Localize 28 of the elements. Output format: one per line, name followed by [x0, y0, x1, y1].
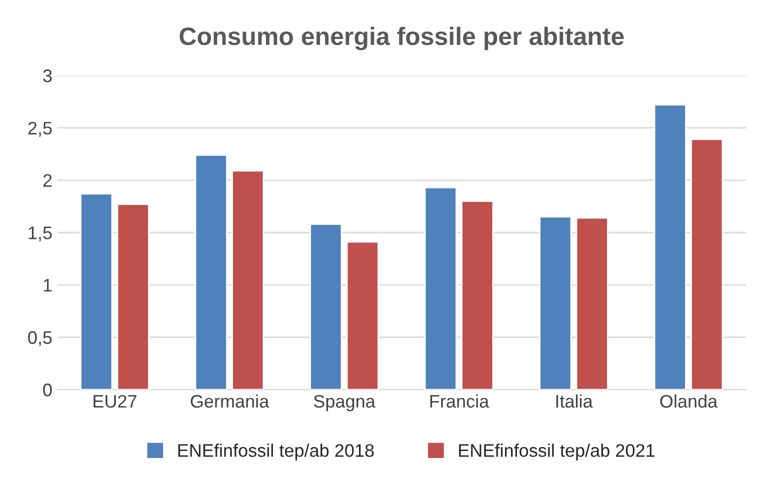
bar [576, 217, 608, 390]
x-tick-label: Germania [190, 394, 270, 408]
bar [424, 186, 457, 390]
x-tick-label: Francia [430, 394, 490, 408]
x-tick-label: Spagna [314, 394, 376, 412]
y-tick-label: 1 [44, 279, 52, 292]
bar [194, 154, 228, 390]
legend-label: ENEfinfossil tep/ab 2018 [178, 444, 374, 460]
chart-title: Consumo energia fossile per abitante [180, 26, 624, 50]
y-tick-label: 3 [43, 69, 52, 82]
bar [80, 193, 113, 390]
bar [232, 170, 264, 390]
x-tick-label: Olanda [660, 394, 718, 408]
y-tick-label: 2 [43, 174, 52, 187]
y-tick-label: 0 [43, 384, 52, 396]
legend-label: ENEfinfossil tep/ab 2021 [459, 444, 654, 460]
bar [690, 138, 724, 390]
y-tick-label: 1,5 [28, 226, 52, 242]
bar [539, 216, 572, 390]
x-tick-label: EU27 [94, 394, 136, 408]
x-tick-label: Italia [556, 394, 593, 408]
bar [654, 104, 686, 390]
bar [346, 241, 379, 390]
y-tick-label: 0,5 [28, 331, 52, 346]
bar [461, 200, 494, 390]
bar [116, 204, 150, 390]
y-tick-label: 2,5 [28, 122, 52, 137]
bar [310, 223, 342, 390]
